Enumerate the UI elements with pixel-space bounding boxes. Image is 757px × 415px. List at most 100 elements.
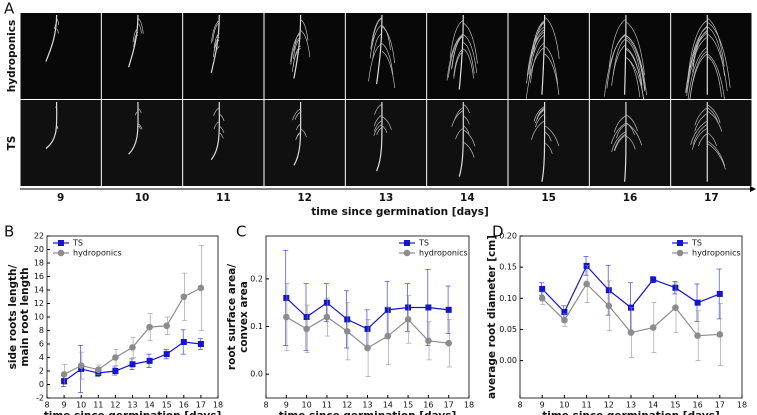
root <box>137 123 143 130</box>
root <box>368 42 383 82</box>
root <box>625 37 646 92</box>
x-tick-label: 12 <box>342 401 352 410</box>
y-tick-label: 8 <box>39 326 44 335</box>
plot-frame <box>519 235 743 399</box>
root <box>612 38 627 75</box>
root <box>544 45 559 84</box>
y-tick-label: 0.0 <box>250 370 263 379</box>
marker <box>649 324 657 331</box>
x-tick-label: 16 <box>693 401 703 410</box>
root <box>133 34 139 48</box>
root <box>533 22 545 54</box>
series-line <box>285 297 449 330</box>
root <box>213 107 220 116</box>
root <box>463 48 474 79</box>
marker <box>650 276 657 283</box>
marker <box>323 299 330 306</box>
root <box>451 110 464 127</box>
marker <box>60 371 68 378</box>
root <box>707 33 728 92</box>
root <box>624 101 627 182</box>
root <box>531 120 545 140</box>
root-image <box>264 13 345 99</box>
root <box>625 34 646 90</box>
y-tick-label: 14 <box>34 286 44 295</box>
x-tick-label: 13 <box>379 192 394 204</box>
marker <box>605 287 612 294</box>
root <box>300 19 309 41</box>
x-tick-label: 17 <box>196 401 206 410</box>
root <box>292 38 301 60</box>
root <box>374 103 383 115</box>
root <box>544 142 553 154</box>
y-axis-label: side roots length/ <box>7 264 19 369</box>
x-tick-label: 15 <box>541 192 556 204</box>
y-tick-label: 0.00 <box>499 356 517 365</box>
y-tick-label: 0.05 <box>499 325 517 334</box>
root <box>530 42 545 84</box>
root <box>528 34 545 79</box>
root <box>213 121 220 130</box>
x-tick-label: 12 <box>110 401 120 410</box>
root <box>707 132 717 146</box>
legend-marker <box>676 249 684 257</box>
marker <box>146 357 153 364</box>
root <box>373 123 383 136</box>
root <box>56 28 59 34</box>
x-tick-label: 14 <box>648 401 658 410</box>
root <box>611 131 627 153</box>
root <box>290 32 301 63</box>
series-line <box>285 316 449 349</box>
x-tick-label: 16 <box>423 401 433 410</box>
root <box>463 115 470 125</box>
root <box>213 46 220 63</box>
root <box>451 35 464 70</box>
panel-label: A <box>4 0 15 18</box>
root-image <box>427 100 508 186</box>
root <box>132 27 139 43</box>
x-tick-label: 12 <box>297 192 312 204</box>
legend-marker <box>404 240 410 246</box>
root-image <box>508 13 589 99</box>
marker <box>303 325 310 333</box>
root <box>381 116 392 130</box>
y-tick-label: 0 <box>39 380 44 389</box>
root <box>707 104 721 124</box>
root <box>295 132 301 141</box>
x-tick-label: 10 <box>302 401 312 410</box>
root <box>528 29 545 75</box>
root <box>707 110 723 132</box>
root <box>381 125 388 133</box>
marker <box>95 366 102 373</box>
root <box>694 107 708 126</box>
legend-label: TS <box>72 239 83 248</box>
x-tick-label: 9 <box>284 401 289 410</box>
x-axis-label: time since germination [days] <box>279 410 457 415</box>
root <box>541 101 546 182</box>
y-tick-label: 12 <box>34 299 44 308</box>
root <box>373 114 383 127</box>
root <box>56 125 59 128</box>
x-tick-label: 13 <box>362 401 372 410</box>
root <box>292 108 301 121</box>
root <box>525 46 545 101</box>
root <box>372 32 383 60</box>
root <box>56 18 60 26</box>
x-tick-label: 16 <box>179 401 189 410</box>
root <box>213 39 220 57</box>
panel-label: D <box>492 223 504 241</box>
x-axis-label: time since germination [days] <box>311 206 489 218</box>
x-tick-label: 15 <box>670 401 680 410</box>
y-tick-label: 2 <box>39 367 44 376</box>
root <box>210 101 220 161</box>
marker <box>343 327 351 335</box>
marker <box>112 354 119 361</box>
marker <box>694 299 701 306</box>
root <box>458 14 464 90</box>
root <box>611 44 627 86</box>
root <box>219 132 224 139</box>
x-axis-label: time since germination [days] <box>542 410 720 415</box>
root <box>707 53 726 106</box>
marker <box>716 290 723 297</box>
marker <box>445 306 452 313</box>
